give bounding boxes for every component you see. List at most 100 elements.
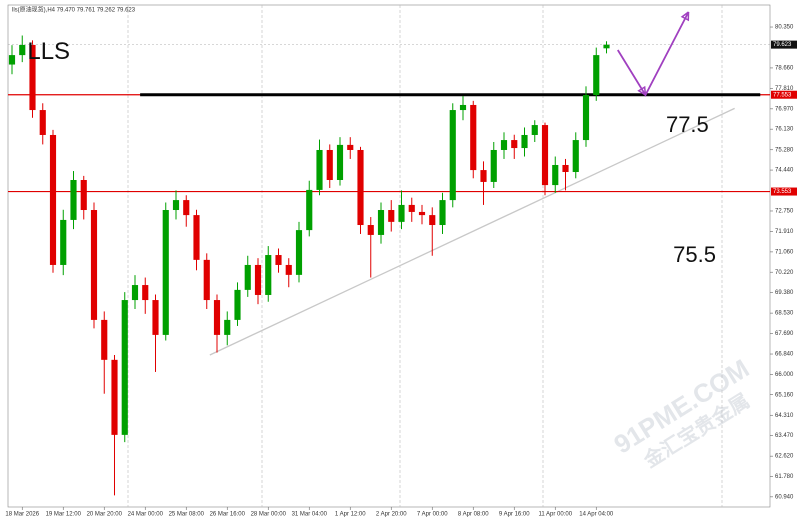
candle-body bbox=[265, 255, 272, 295]
annotation: 75.5 bbox=[673, 242, 716, 267]
candle-body bbox=[142, 285, 149, 301]
candle-body bbox=[162, 210, 169, 335]
candle-body bbox=[203, 259, 210, 301]
candle-body bbox=[490, 149, 497, 182]
candle-body bbox=[60, 219, 67, 265]
y-tick-label: 61.780 bbox=[775, 474, 794, 480]
candle-body bbox=[183, 200, 190, 216]
y-tick-label: 68.530 bbox=[775, 311, 794, 317]
forecast-arrow bbox=[617, 11, 690, 97]
candle-body bbox=[572, 140, 579, 173]
candle-body bbox=[285, 264, 292, 275]
x-tick-label: 26 Mar 16:00 bbox=[210, 512, 246, 518]
y-tick-label: 66.000 bbox=[775, 372, 794, 378]
candle-body bbox=[439, 200, 446, 226]
price-label: 77.553 bbox=[773, 92, 792, 98]
candle-body bbox=[377, 210, 385, 235]
annotation: 77.5 bbox=[666, 112, 709, 137]
x-tick-label: 8 Apr 08:00 bbox=[458, 512, 489, 518]
candle-body bbox=[562, 164, 569, 173]
candle-body bbox=[511, 140, 518, 149]
candle-body bbox=[152, 300, 159, 335]
annotation: LLS bbox=[27, 38, 70, 65]
candle-body bbox=[244, 264, 251, 290]
candle-body bbox=[470, 104, 477, 171]
candle-body bbox=[603, 44, 610, 49]
candle-body bbox=[429, 215, 436, 226]
candle-body bbox=[213, 300, 221, 335]
candle-body bbox=[326, 149, 333, 180]
y-tick-label: 80.350 bbox=[775, 25, 794, 31]
candle-body bbox=[541, 125, 549, 186]
candle-body bbox=[39, 110, 46, 135]
last-price-box bbox=[771, 40, 797, 49]
y-tick-label: 70.220 bbox=[775, 270, 794, 276]
candle-body bbox=[500, 140, 508, 150]
x-tick-label: 1 Apr 12:00 bbox=[335, 512, 366, 518]
x-tick-label: 28 Mar 00:00 bbox=[251, 512, 287, 518]
candle-body bbox=[131, 285, 139, 301]
candle-body bbox=[459, 104, 467, 111]
candle-body bbox=[552, 164, 559, 186]
candle-body bbox=[193, 215, 200, 260]
y-tick-label: 66.840 bbox=[775, 352, 794, 358]
candle-body bbox=[234, 289, 241, 320]
candle-body bbox=[388, 210, 395, 222]
y-tick-label: 65.160 bbox=[775, 392, 794, 398]
y-tick-label: 74.440 bbox=[775, 168, 794, 174]
candle-body bbox=[19, 44, 26, 56]
x-tick-label: 11 Apr 00:00 bbox=[538, 512, 572, 518]
last-price-label: 79.623 bbox=[773, 42, 792, 48]
y-tick-label: 77.810 bbox=[775, 86, 794, 92]
y-tick-label: 72.750 bbox=[775, 209, 794, 215]
candle-body bbox=[8, 55, 16, 65]
candle-body bbox=[306, 189, 313, 231]
y-tick-label: 62.620 bbox=[775, 454, 794, 460]
separators bbox=[127, 5, 723, 507]
candle-body bbox=[593, 55, 600, 96]
y-tick-label: 75.280 bbox=[775, 147, 794, 153]
x-tick-label: 14 Apr 04:00 bbox=[579, 512, 614, 518]
x-tick-label: 19 Mar 12:00 bbox=[46, 512, 82, 518]
arrow-head bbox=[637, 85, 647, 96]
candle-body bbox=[254, 264, 262, 295]
candle-body bbox=[275, 255, 282, 265]
x-tick-label: 2 Apr 20:00 bbox=[376, 512, 407, 518]
candle-body bbox=[480, 170, 487, 182]
candle-body bbox=[531, 125, 538, 135]
y-tick-label: 71.060 bbox=[775, 249, 794, 255]
arrow-head bbox=[680, 11, 690, 22]
candle-body bbox=[336, 144, 344, 180]
x-tick-label: 25 Mar 08:00 bbox=[169, 512, 205, 518]
y-tick-label: 78.660 bbox=[775, 66, 794, 72]
candle-body bbox=[316, 149, 323, 190]
price-label: 73.553 bbox=[773, 189, 792, 195]
candle-body bbox=[449, 110, 456, 201]
header: lls(原油现货),H4 79.470 79.761 79.262 79.623 bbox=[12, 6, 136, 14]
y-tick-label: 69.380 bbox=[775, 290, 794, 296]
x-tick-label: 9 Apr 16:00 bbox=[499, 512, 530, 518]
candle-body bbox=[347, 144, 354, 150]
candle-body bbox=[418, 211, 426, 216]
y-tick-label: 76.130 bbox=[775, 127, 794, 133]
x-tick-label: 31 Mar 04:00 bbox=[292, 512, 328, 518]
price-label-box bbox=[771, 187, 797, 196]
candle-body bbox=[357, 149, 364, 226]
candle-body bbox=[90, 210, 98, 320]
candle-body bbox=[49, 134, 57, 265]
x-tick-label: 18 Mar 2026 bbox=[5, 512, 39, 518]
y-tick-label: 71.910 bbox=[775, 229, 794, 235]
candle-body bbox=[521, 134, 528, 149]
y-tick-label: 76.970 bbox=[775, 106, 794, 112]
candle-body bbox=[80, 179, 87, 211]
candle-body bbox=[121, 300, 128, 435]
price-label-box bbox=[771, 90, 797, 99]
y-tick-label: 64.310 bbox=[775, 413, 794, 419]
candle-body bbox=[29, 44, 36, 111]
plot-frame bbox=[7, 4, 771, 508]
trendline bbox=[209, 107, 735, 356]
candle-body bbox=[172, 200, 180, 211]
candle-body bbox=[582, 95, 590, 141]
